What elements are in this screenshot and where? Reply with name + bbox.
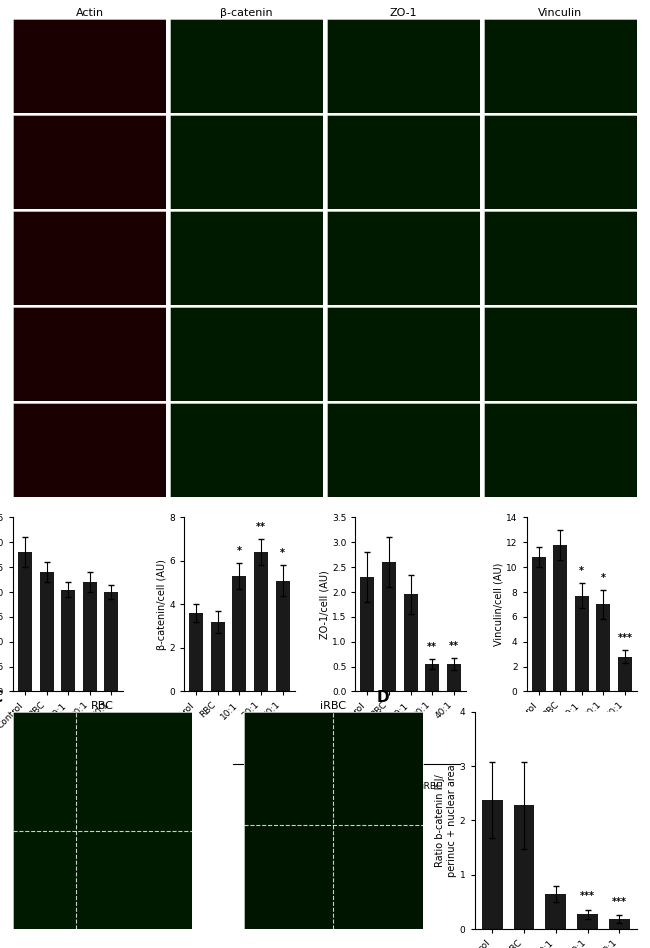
Bar (233, 576, 246, 691)
Title: RBC: RBC (91, 701, 114, 711)
Bar (447, 664, 461, 691)
Bar (382, 562, 396, 691)
Title: β-catenin: β-catenin (220, 9, 273, 18)
Text: ***: *** (618, 633, 632, 644)
Bar (360, 577, 374, 691)
Y-axis label: ZO-1/cell (AU): ZO-1/cell (AU) (319, 570, 329, 639)
Y-axis label: Ratio b-catenin IEJ/
perinuc + nuclear area: Ratio b-catenin IEJ/ perinuc + nuclear a… (436, 764, 457, 877)
Bar (276, 580, 290, 691)
Y-axis label: β-catenin/cell (AU): β-catenin/cell (AU) (157, 559, 166, 650)
Text: iRBC: iRBC (79, 782, 100, 791)
Bar (596, 605, 610, 691)
Title: iRBC: iRBC (320, 701, 346, 711)
Text: iRBC: iRBC (593, 782, 614, 791)
Bar (532, 557, 545, 691)
Text: D: D (377, 690, 389, 705)
Text: *: * (237, 546, 242, 556)
Bar (211, 622, 225, 691)
Bar (609, 920, 630, 929)
Bar (482, 800, 502, 929)
Text: iRBC: iRBC (422, 782, 443, 791)
Text: *: * (280, 548, 285, 558)
Text: **: ** (427, 642, 437, 652)
Text: **: ** (256, 522, 266, 532)
Bar (404, 594, 417, 691)
Bar (40, 573, 54, 691)
Bar (553, 545, 567, 691)
Bar (61, 590, 75, 691)
Text: ***: *** (612, 897, 627, 906)
Bar (618, 657, 632, 691)
Bar (577, 915, 598, 929)
Title: ZO-1: ZO-1 (389, 9, 417, 18)
Bar (18, 553, 32, 691)
Text: *: * (579, 566, 584, 576)
Bar (425, 664, 439, 691)
Bar (189, 613, 203, 691)
Bar (254, 553, 268, 691)
Y-axis label: Vinculin/cell (AU): Vinculin/cell (AU) (493, 563, 503, 647)
Bar (545, 894, 566, 929)
Text: *: * (601, 573, 606, 583)
Title: Actin: Actin (75, 9, 103, 18)
Text: ***: *** (580, 891, 595, 902)
Bar (514, 805, 534, 929)
Text: C: C (0, 690, 3, 705)
Bar (83, 582, 97, 691)
Text: **: ** (448, 641, 459, 651)
Title: Vinculin: Vinculin (538, 9, 582, 18)
Text: iRBC: iRBC (250, 782, 272, 791)
Bar (575, 595, 589, 691)
Bar (105, 592, 118, 691)
